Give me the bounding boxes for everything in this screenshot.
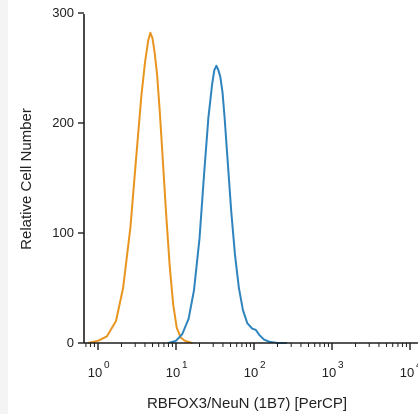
x-tick-exponent-3: 3	[338, 360, 344, 371]
y-tick-label-0: 0	[67, 335, 74, 350]
series-line-1	[167, 64, 288, 344]
series-layer	[87, 31, 288, 344]
x-ticks: 100101102103104	[85, 343, 418, 380]
frame-edge	[0, 0, 8, 414]
x-tick-exponent-1: 1	[182, 360, 188, 371]
y-ticks: 0 100 200 300	[52, 5, 84, 350]
y-tick-label-200: 200	[52, 115, 74, 130]
x-tick-base-3: 10	[322, 365, 336, 380]
x-tick-base-0: 10	[88, 365, 102, 380]
y-axis-title: Relative Cell Number	[18, 108, 35, 250]
axis-layer	[83, 14, 418, 344]
x-tick-exponent-2: 2	[260, 360, 266, 371]
y-tick-label-100: 100	[52, 225, 74, 240]
x-tick-exponent-4: 4	[416, 360, 418, 371]
y-tick-label-300: 300	[52, 5, 74, 20]
x-tick-exponent-0: 0	[104, 360, 110, 371]
x-tick-base-2: 10	[244, 365, 258, 380]
series-line-0	[87, 31, 193, 344]
x-tick-base-4: 10	[400, 365, 414, 380]
x-tick-base-1: 10	[166, 365, 180, 380]
x-axis-title: RBFOX3/NeuN (1B7) [PerCP]	[147, 395, 347, 412]
